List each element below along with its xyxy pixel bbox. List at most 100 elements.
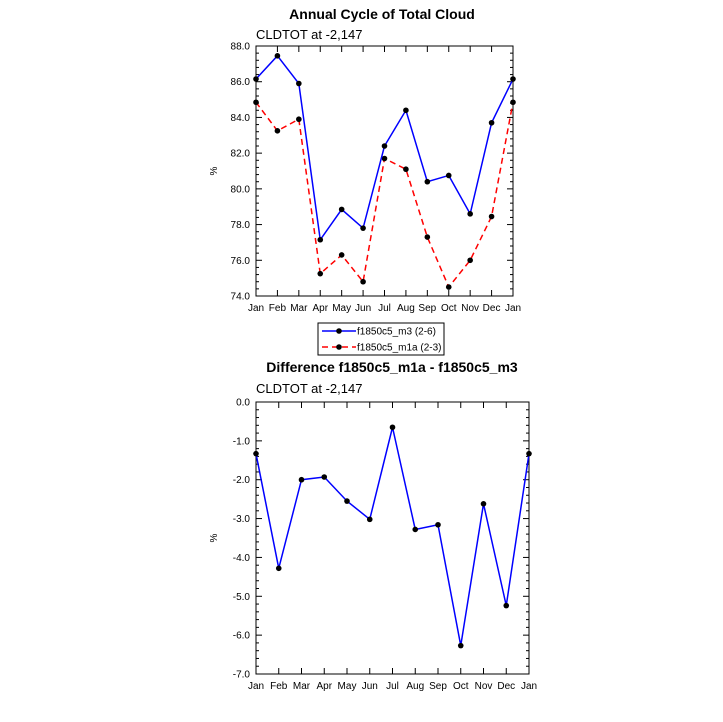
data-point (360, 225, 366, 231)
difference-chart: Difference f1850c5_m1a - f1850c5_m3 CLDT… (209, 359, 537, 692)
x-tick-label: Nov (475, 681, 493, 692)
data-point (435, 521, 441, 528)
data-point (344, 498, 350, 504)
y-axis-label: % (209, 166, 220, 175)
data-point (526, 450, 532, 457)
x-tick-label: Nov (461, 303, 479, 314)
y-tick-label: -5.0 (233, 592, 251, 603)
x-tick-label: Jul (386, 681, 399, 692)
data-point (445, 172, 452, 179)
plot-frame (255, 401, 530, 675)
x-tick-label: Mar (293, 681, 311, 692)
x-tick-label: Jan (521, 681, 537, 692)
chart-subtitle: CLDTOT at -2,147 (256, 27, 362, 42)
x-tick-label: May (338, 681, 357, 692)
data-point (503, 602, 510, 609)
data-point (412, 526, 419, 533)
x-tick-label: Aug (397, 303, 415, 314)
legend-marker-1 (336, 328, 342, 334)
y-tick-label: -6.0 (233, 631, 251, 642)
data-point (296, 80, 302, 87)
x-tick-label: Apr (316, 681, 332, 692)
x-tick-label: Dec (483, 303, 501, 314)
legend: f1850c5_m3 (2-6) f1850c5_m1a (2-3) (317, 322, 445, 356)
y-tick-label: 74.0 (231, 292, 251, 303)
y-tick-label: 80.0 (231, 184, 251, 195)
y-tick-label: 82.0 (231, 149, 251, 160)
x-tick-label: Oct (441, 303, 457, 314)
data-point (317, 270, 324, 277)
y-tick-label: -7.0 (233, 670, 251, 681)
x-tick-label: Jun (355, 303, 371, 314)
plot-frame (255, 45, 514, 297)
data-point (253, 76, 259, 82)
y-tick-label: -2.0 (233, 475, 251, 486)
data-point (253, 450, 259, 457)
x-tick-label: Feb (269, 303, 287, 314)
y-tick-label: 86.0 (231, 77, 251, 88)
x-tick-label: Jun (362, 681, 378, 692)
plot-area: -7.0 -6.0 -5.0 -4.0 -3.0 -2.0 -1.0 0.0 Jan Feb Mar… (233, 398, 537, 693)
chart-title: Difference f1850c5_m1a - f1850c5_m3 (266, 359, 518, 375)
data-point (480, 501, 487, 507)
y-tick-label: 0.0 (236, 398, 250, 409)
y-axis-label: % (209, 533, 220, 542)
data-point (510, 76, 516, 82)
data-point (424, 178, 431, 185)
x-tick-label: Jan (248, 303, 264, 314)
data-point (321, 474, 328, 480)
y-tick-label: 76.0 (231, 256, 251, 267)
x-tick-label: Apr (312, 303, 328, 314)
data-point (510, 99, 516, 106)
data-point (298, 476, 305, 483)
data-point (403, 166, 409, 173)
data-point (275, 565, 282, 572)
data-point (338, 206, 345, 213)
x-tick-label: Mar (290, 303, 308, 314)
data-point (488, 119, 495, 126)
data-point (381, 155, 388, 162)
y-tick-label: -3.0 (233, 514, 251, 525)
x-tick-label: Sep (429, 681, 447, 692)
data-point (424, 234, 431, 240)
legend-marker-2 (336, 344, 342, 350)
data-point (317, 236, 324, 243)
data-point (366, 516, 373, 523)
x-tick-label: Jan (505, 303, 521, 314)
series-line-1 (255, 427, 530, 646)
annual-cycle-chart: Annual Cycle of Total Cloud CLDTOT at -2… (209, 6, 522, 356)
x-tick-label: Aug (406, 681, 424, 692)
y-tick-label: -1.0 (233, 436, 251, 447)
data-point (338, 252, 345, 258)
chart-title: Annual Cycle of Total Cloud (289, 6, 475, 22)
y-tick-label: 78.0 (231, 220, 251, 231)
data-point (274, 128, 281, 134)
data-point (488, 213, 495, 220)
data-point (360, 278, 366, 285)
x-tick-label: May (332, 303, 351, 314)
data-point (445, 284, 452, 290)
data-point (381, 143, 388, 149)
data-point (403, 107, 409, 114)
data-point (274, 53, 281, 59)
y-tick-label: 84.0 (231, 113, 251, 124)
data-point (389, 424, 396, 431)
y-tick-label: 88.0 (231, 42, 251, 53)
chart-subtitle: CLDTOT at -2,147 (256, 381, 362, 396)
x-tick-label: Dec (497, 681, 515, 692)
x-tick-label: Sep (418, 303, 436, 314)
x-tick-label: Jul (378, 303, 391, 314)
x-tick-label: Jan (248, 681, 264, 692)
data-point (467, 257, 473, 264)
x-tick-label: Oct (453, 681, 469, 692)
data-point (467, 211, 473, 217)
y-tick-label: -4.0 (233, 553, 251, 564)
legend-label-2: f1850c5_m1a (2-3) (357, 343, 442, 354)
data-point (296, 116, 302, 123)
legend-label-1: f1850c5_m3 (2-6) (357, 327, 436, 338)
x-tick-label: Feb (270, 681, 288, 692)
data-point (253, 99, 259, 106)
data-point (457, 642, 464, 649)
